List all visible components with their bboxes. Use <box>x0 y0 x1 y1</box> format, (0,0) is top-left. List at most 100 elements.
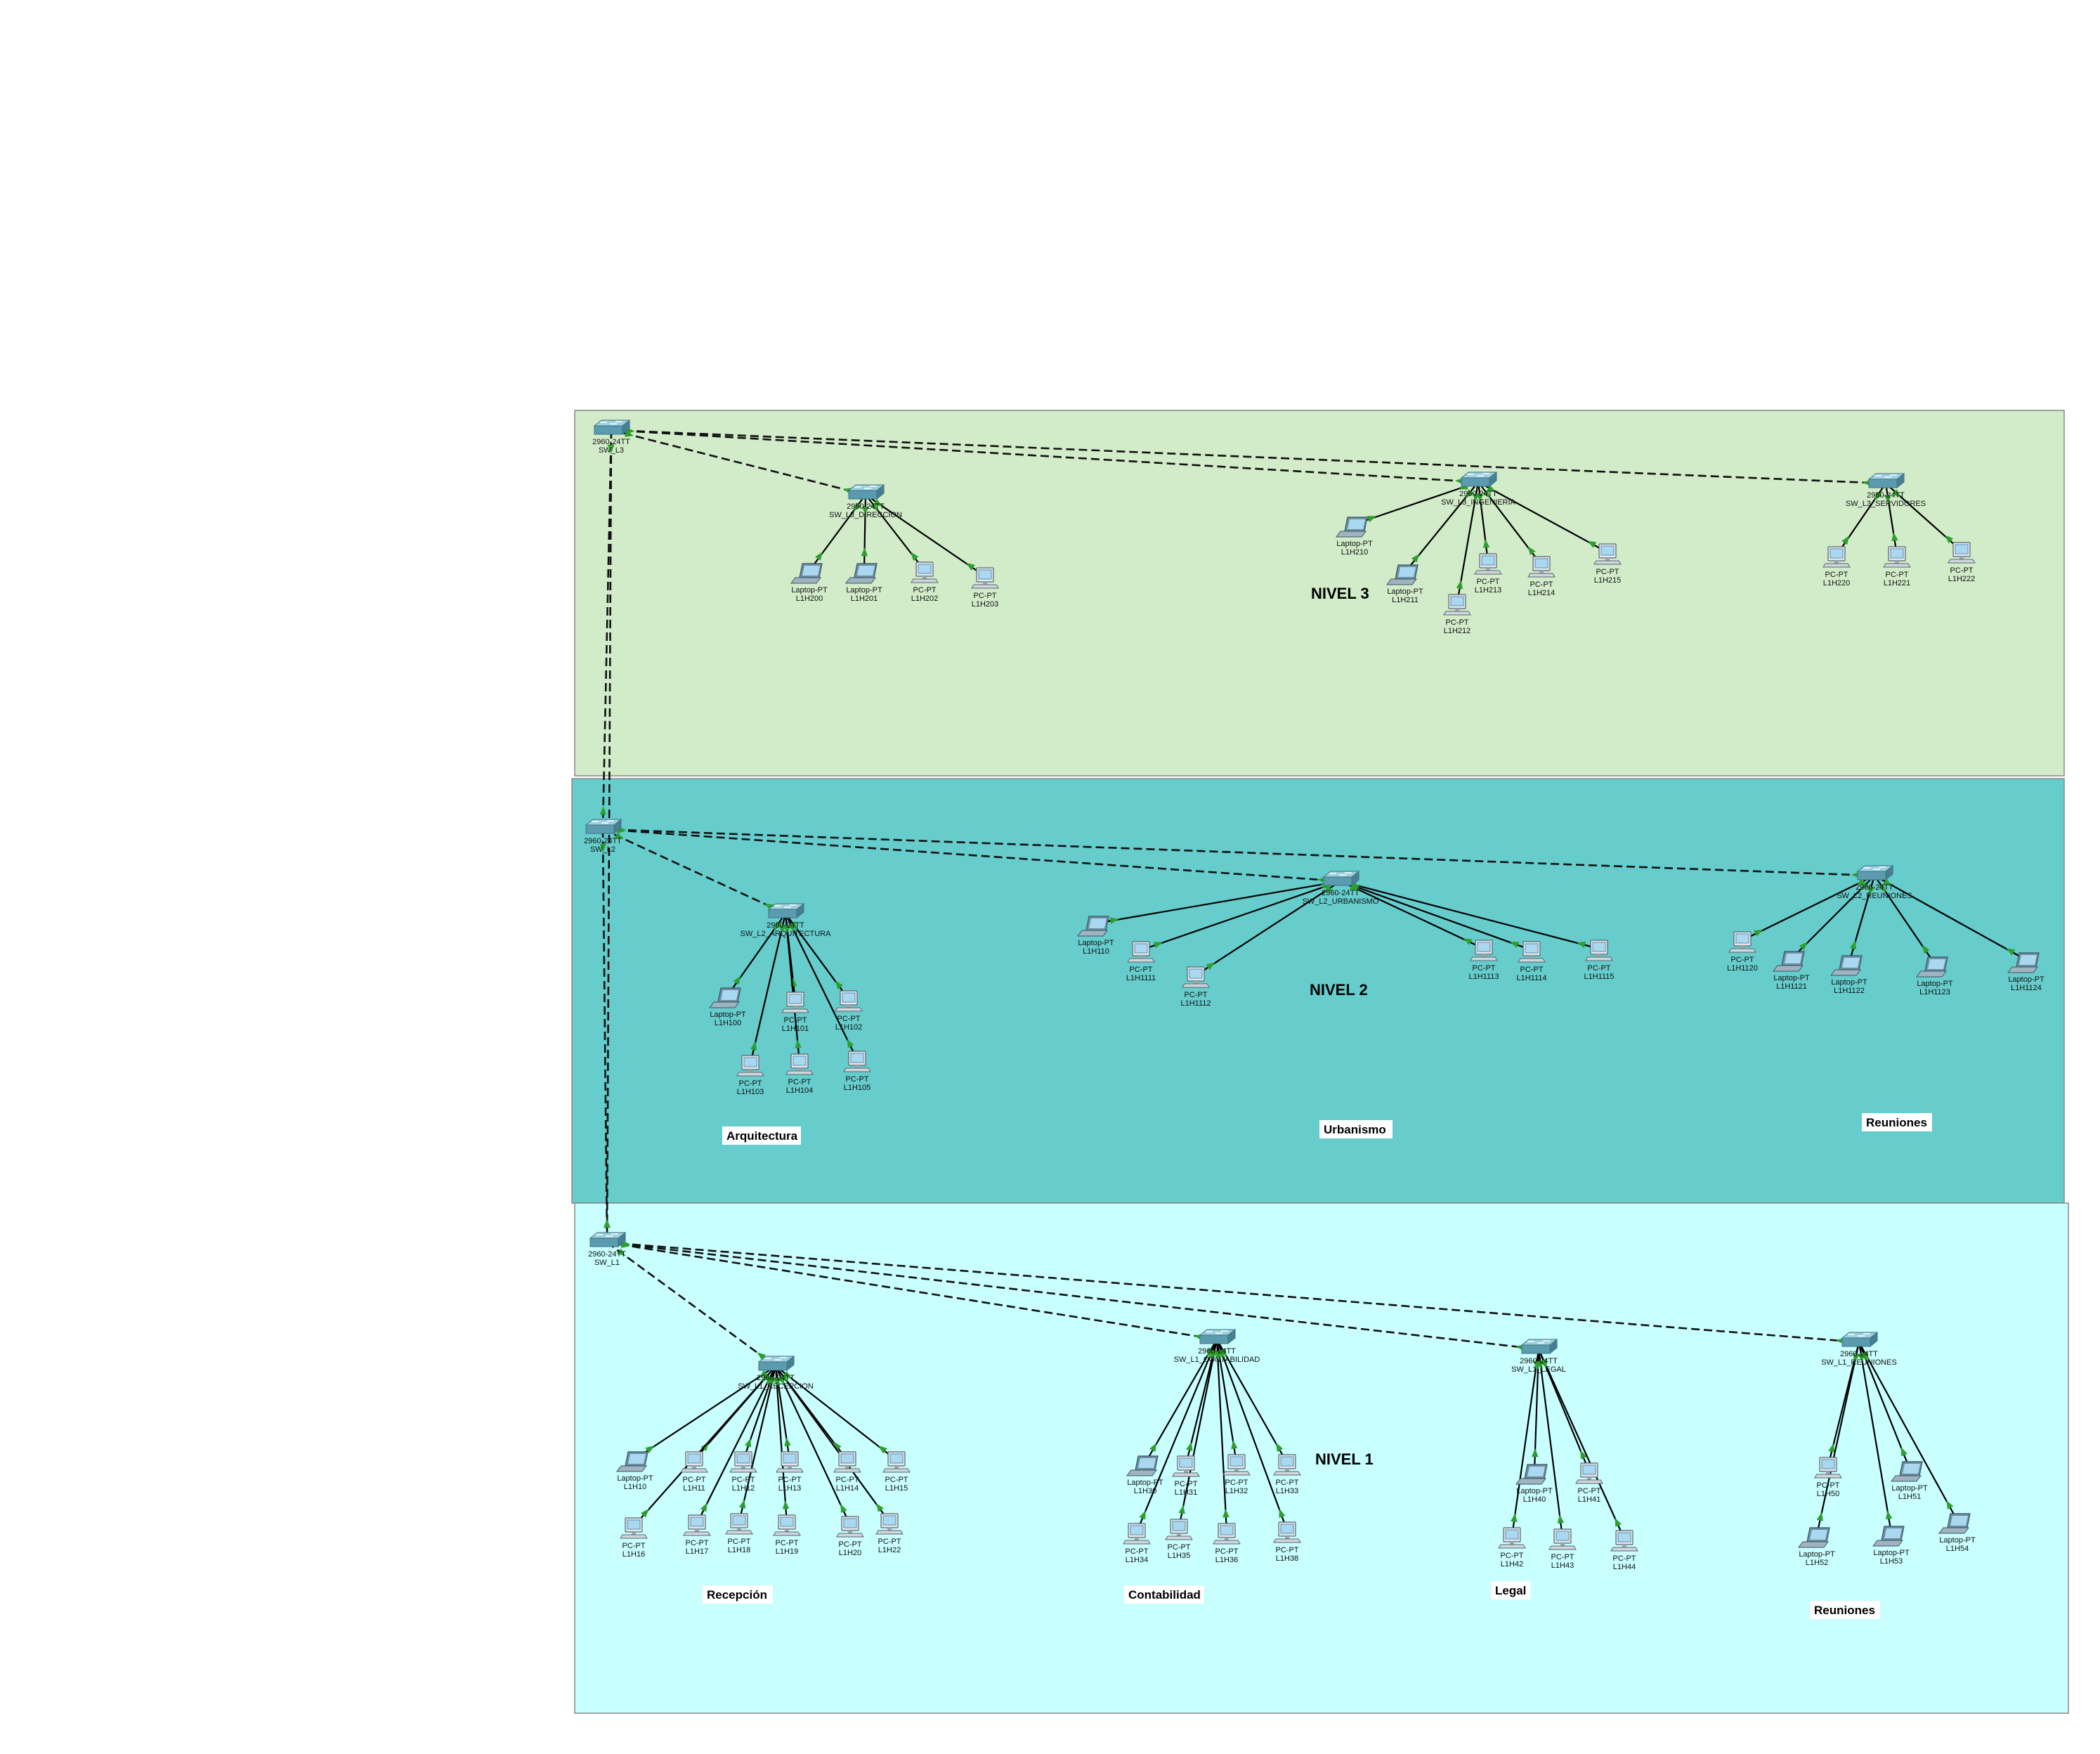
trunk-link-sw_l3-sw_l2[interactable] <box>601 429 613 830</box>
access-link-L1H35[interactable] <box>1178 1339 1218 1528</box>
access-link-L1H17[interactable] <box>696 1365 776 1524</box>
access-link-L1H1120[interactable] <box>1742 875 1875 941</box>
trunk-link-sw_l2-sw_l2_reu[interactable] <box>602 828 1875 877</box>
trunk-link-sw_l3-sw_l3_ing[interactable] <box>611 429 1479 483</box>
trunk-link-sw_l3-sw_l3_srv[interactable] <box>611 429 1886 485</box>
access-link-L1H34[interactable] <box>1135 1339 1218 1533</box>
access-link-L1H16[interactable] <box>633 1365 776 1527</box>
access-link-L1H103[interactable] <box>749 913 787 1065</box>
access-link-L1H1113[interactable] <box>1340 881 1485 949</box>
access-link-L1H104[interactable] <box>784 913 801 1063</box>
access-link-L1H38[interactable] <box>1215 1339 1289 1531</box>
access-link-L1H1111[interactable] <box>1140 880 1341 951</box>
access-link-L1H19[interactable] <box>774 1365 788 1524</box>
access-link-L1H42[interactable] <box>1511 1349 1540 1537</box>
access-link-L1H54[interactable] <box>1858 1342 1958 1521</box>
trunk-link-sw_l3-sw_l1[interactable] <box>606 429 613 1243</box>
access-link-L1H51[interactable] <box>1858 1342 1911 1469</box>
trunk-link-sw_l2-sw_l1[interactable] <box>601 829 608 1243</box>
trunk-link-sw_l1-sw_l1_rec[interactable] <box>606 1241 776 1368</box>
access-link-L1H215[interactable] <box>1478 481 1608 553</box>
access-link-L1H210[interactable] <box>1354 481 1479 526</box>
access-link-L1H110[interactable] <box>1095 880 1341 925</box>
access-link-L1H20[interactable] <box>775 1365 851 1526</box>
access-link-L1H53[interactable] <box>1858 1342 1893 1534</box>
trunk-link-sw_l3-sw_l3_dir[interactable] <box>611 429 866 496</box>
access-link-L1H1112[interactable] <box>1195 881 1341 976</box>
access-link-L1H10[interactable] <box>634 1365 776 1460</box>
trunk-link-sw_l1-sw_l1_leg[interactable] <box>606 1241 1539 1351</box>
access-link-L1H52[interactable] <box>1815 1342 1860 1535</box>
access-link-L1H18[interactable] <box>738 1365 777 1523</box>
access-link-L1H203[interactable] <box>865 494 986 577</box>
access-link-L1H1115[interactable] <box>1340 880 1600 950</box>
trunk-link-sw_l1-sw_l1_con[interactable] <box>606 1241 1218 1341</box>
access-link-L1H1124[interactable] <box>1874 875 2027 961</box>
trunk-link-sw_l1-sw_l1_reu[interactable] <box>606 1241 1860 1344</box>
trunk-link-sw_l2-sw_l2_arq[interactable] <box>602 828 786 915</box>
access-link-L1H15[interactable] <box>775 1365 897 1461</box>
access-link-L1H43[interactable] <box>1537 1349 1564 1538</box>
